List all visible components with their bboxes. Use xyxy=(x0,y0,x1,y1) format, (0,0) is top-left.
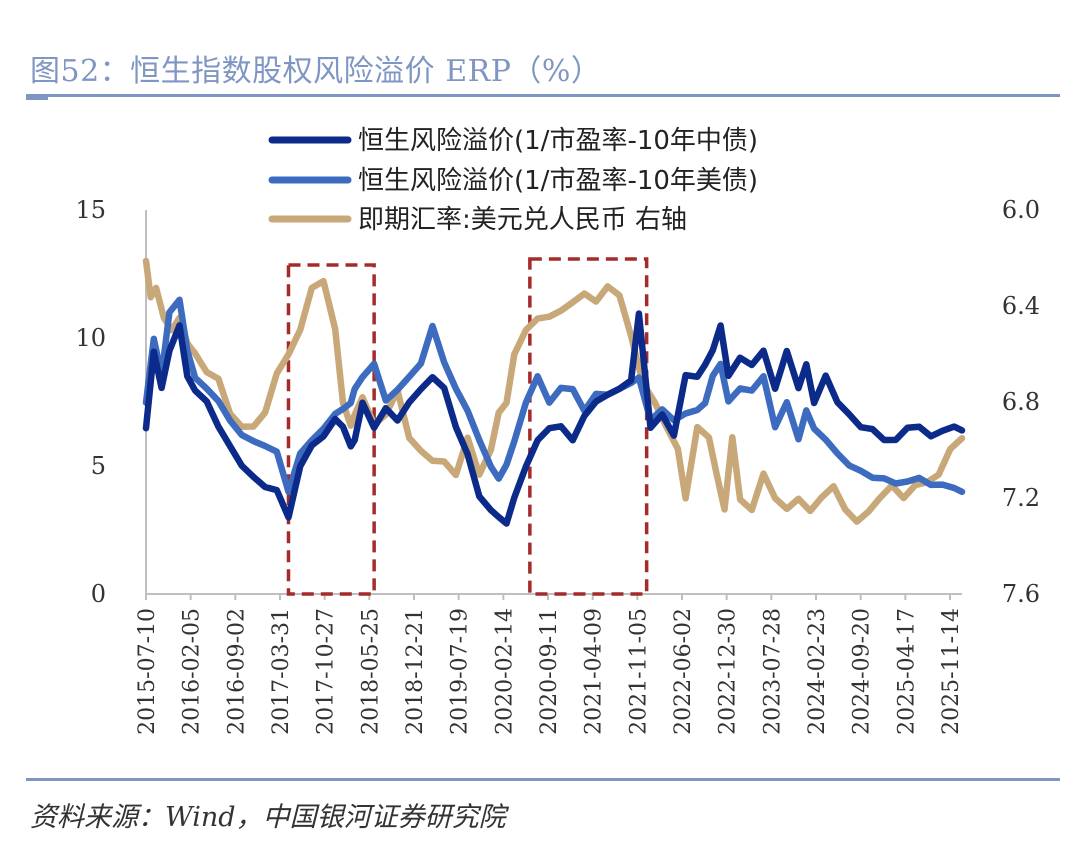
chart-series-lines xyxy=(142,257,966,527)
series-line-3 xyxy=(142,257,966,525)
series-line-1 xyxy=(142,310,966,527)
title-underline-accent xyxy=(26,97,48,100)
footer-rule xyxy=(26,778,1060,781)
y-right-tick-label: 6.0 xyxy=(1002,196,1040,224)
y-left-tick-label: 0 xyxy=(91,580,106,608)
x-tick-label: 2020-02-14 xyxy=(492,608,517,735)
y-right-tick-label: 6.8 xyxy=(1002,388,1040,416)
y-right-tick-label: 6.4 xyxy=(1002,292,1040,320)
x-tick-label: 2018-12-21 xyxy=(403,608,428,735)
y-right-tick-label: 7.6 xyxy=(1002,580,1040,608)
x-tick-label: 2020-09-11 xyxy=(537,608,562,735)
x-tick-label: 2018-05-25 xyxy=(358,608,383,735)
chart-axes: 0 5 10 15 6.0 6.4 6.8 7.2 7.6 2015-07-10 2016-02-0… xyxy=(75,196,1040,735)
x-tick-label: 2017-03-31 xyxy=(269,608,294,735)
y-right-tick-label: 7.2 xyxy=(1002,484,1040,512)
x-tick-label: 2025-11-14 xyxy=(939,608,964,735)
chart-title: 图52：恒生指数股权风险溢价 ERP（%） xyxy=(30,54,602,89)
x-tick-label: 2025-04-17 xyxy=(894,608,919,735)
y-left-tick-label: 10 xyxy=(75,324,106,352)
legend-label-1: 恒生风险溢价(1/市盈率-10年中债) xyxy=(358,126,758,156)
chart-legend: 恒生风险溢价(1/市盈率-10年中债) 恒生风险溢价(1/市盈率-10年美债) 即期… xyxy=(268,126,758,235)
source-note: 资料来源：Wind，中国银河证券研究院 xyxy=(30,802,506,833)
legend-label-3: 即期汇率:美元兑人民币 右轴 xyxy=(358,205,687,235)
x-tick-label: 2015-07-10 xyxy=(135,608,160,735)
legend-label-2: 恒生风险溢价(1/市盈率-10年美债) xyxy=(358,166,758,196)
x-tick-label: 2017-10-27 xyxy=(314,608,339,735)
x-tick-label: 2021-11-05 xyxy=(626,608,651,735)
x-tick-label: 2022-06-02 xyxy=(671,608,696,735)
title-underline xyxy=(26,94,1060,97)
y-left-tick-label: 5 xyxy=(91,452,106,480)
x-tick-label: 2019-07-19 xyxy=(448,608,473,735)
x-tick-label: 2024-09-20 xyxy=(850,608,875,735)
series-line-2 xyxy=(142,296,966,496)
x-tick-label: 2021-04-09 xyxy=(582,608,607,735)
y-left-tick-label: 15 xyxy=(75,196,106,224)
highlight-box xyxy=(528,257,649,596)
x-tick-label: 2024-02-23 xyxy=(805,608,830,735)
x-tick-label: 2016-09-02 xyxy=(224,608,249,735)
x-tick-label: 2022-12-30 xyxy=(716,608,741,735)
x-tick-label: 2023-07-28 xyxy=(760,608,785,735)
x-tick-label: 2016-02-05 xyxy=(180,608,205,735)
